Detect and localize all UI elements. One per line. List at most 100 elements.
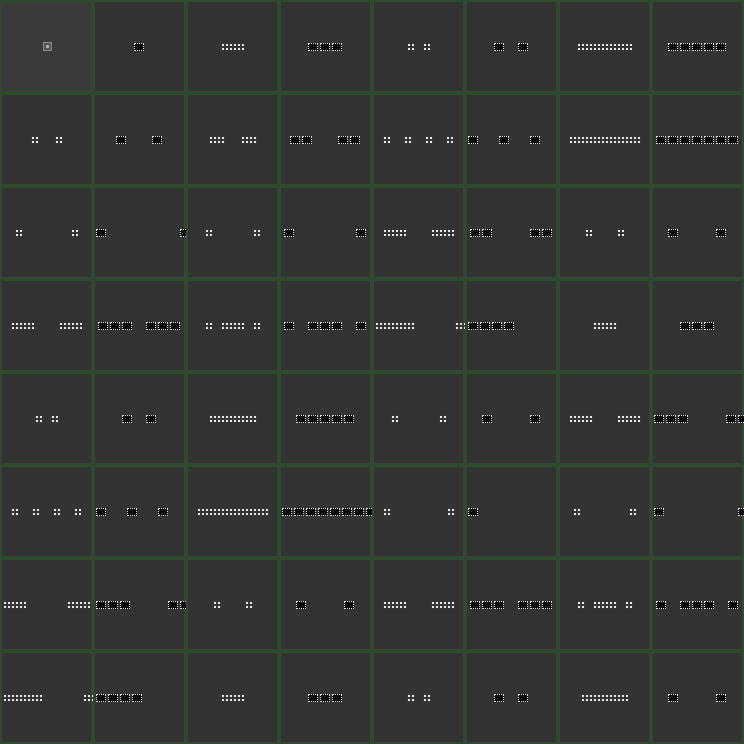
board-tile[interactable] xyxy=(0,651,123,744)
tile-pattern xyxy=(560,693,649,703)
board-tile[interactable] xyxy=(558,0,651,93)
board-tile[interactable] xyxy=(93,93,186,186)
tile-pattern xyxy=(95,414,184,424)
light-clue-cell xyxy=(584,414,593,423)
board-tile[interactable] xyxy=(186,372,279,465)
board-tile[interactable] xyxy=(186,558,279,651)
board-tile[interactable] xyxy=(0,186,93,279)
board-tile[interactable] xyxy=(465,651,558,744)
board-tile[interactable] xyxy=(651,93,744,186)
board-tile[interactable] xyxy=(93,279,186,372)
light-clue-cell xyxy=(422,693,431,702)
dark-clue-cell xyxy=(468,507,478,516)
dark-clue-cell xyxy=(337,135,348,144)
board-tile[interactable] xyxy=(0,279,93,372)
board-tile[interactable] xyxy=(651,558,744,651)
board-tile[interactable] xyxy=(0,465,93,558)
board-tile[interactable] xyxy=(93,186,190,279)
board-tile[interactable] xyxy=(465,372,558,465)
board-tile[interactable] xyxy=(465,279,610,372)
board-tile[interactable] xyxy=(186,186,279,279)
board-tile[interactable] xyxy=(465,0,558,93)
board-tile[interactable] xyxy=(279,465,388,558)
tile-pattern xyxy=(560,507,649,517)
board-tile[interactable] xyxy=(93,465,200,558)
board-tile[interactable] xyxy=(651,465,744,558)
board-tile[interactable] xyxy=(372,186,465,279)
dark-clue-cell xyxy=(307,414,318,423)
board-tile[interactable] xyxy=(186,651,279,744)
light-clue-cell xyxy=(196,507,205,516)
dark-clue-cell xyxy=(691,135,702,144)
board-tile[interactable] xyxy=(279,558,372,651)
board-tile[interactable] xyxy=(0,558,93,651)
tile-pattern xyxy=(95,693,238,703)
board-tile[interactable] xyxy=(651,279,744,372)
dark-clue-cell xyxy=(715,135,726,144)
board-tile[interactable] xyxy=(558,186,651,279)
board-tile[interactable] xyxy=(558,93,651,186)
board-tile[interactable] xyxy=(651,372,744,465)
light-clue-cell xyxy=(52,507,61,516)
board-tile[interactable] xyxy=(372,0,465,93)
board-tile[interactable] xyxy=(0,0,93,93)
light-clue-cell xyxy=(58,321,67,330)
board-tile[interactable] xyxy=(279,93,372,186)
board-tile[interactable] xyxy=(372,279,495,372)
board-tile[interactable] xyxy=(93,0,186,93)
dark-clue-cell xyxy=(481,600,492,609)
light-clue-cell xyxy=(382,507,391,516)
board-tile[interactable] xyxy=(651,186,744,279)
light-clue-cell xyxy=(604,693,613,702)
board-tile[interactable] xyxy=(279,186,372,279)
board-tile[interactable] xyxy=(651,0,744,93)
dark-clue-cell xyxy=(529,414,540,423)
light-clue-cell xyxy=(568,414,577,423)
light-clue-cell xyxy=(616,135,625,144)
board-tile[interactable] xyxy=(279,0,372,93)
board-tile[interactable] xyxy=(93,651,238,744)
dark-clue-cell xyxy=(679,321,690,330)
board-tile[interactable] xyxy=(558,372,651,465)
board-tile[interactable] xyxy=(465,558,558,651)
board-tile[interactable] xyxy=(279,372,372,465)
board-tile[interactable] xyxy=(93,558,202,651)
board-tile[interactable] xyxy=(279,279,372,372)
board-tile[interactable] xyxy=(186,93,279,186)
board-tile[interactable] xyxy=(558,465,651,558)
tile-pattern xyxy=(2,414,91,424)
board-tile[interactable] xyxy=(93,372,186,465)
light-clue-cell xyxy=(390,600,399,609)
board-tile[interactable] xyxy=(279,651,372,744)
board-tile[interactable] xyxy=(0,93,93,186)
board-tile[interactable] xyxy=(558,558,651,651)
board-tile[interactable] xyxy=(465,93,572,186)
light-clue-cell xyxy=(576,414,585,423)
board-tile[interactable] xyxy=(186,0,279,93)
board-tile[interactable] xyxy=(372,651,465,744)
board-tile[interactable] xyxy=(558,279,651,372)
board-tile[interactable] xyxy=(372,465,465,558)
tile-pattern xyxy=(560,228,649,238)
light-clue-cell xyxy=(236,693,245,702)
dark-clue-cell xyxy=(715,42,726,51)
board-tile[interactable] xyxy=(651,651,744,744)
light-clue-cell xyxy=(616,42,625,51)
board-tile[interactable] xyxy=(186,465,279,558)
board-tile[interactable] xyxy=(372,93,465,186)
light-clue-cell xyxy=(236,321,245,330)
board-tile[interactable] xyxy=(465,186,558,279)
tile-pattern xyxy=(374,42,463,52)
board-tile[interactable] xyxy=(465,465,574,558)
tile-pattern xyxy=(374,135,463,145)
light-clue-cell xyxy=(588,693,597,702)
board-tile[interactable] xyxy=(0,372,93,465)
board-tile[interactable] xyxy=(372,372,465,465)
board-tile[interactable] xyxy=(558,651,651,744)
light-clue-cell xyxy=(424,135,433,144)
board-tile[interactable] xyxy=(186,279,279,372)
light-clue-cell xyxy=(608,600,617,609)
board-tile[interactable] xyxy=(372,558,465,651)
dark-clue-cell xyxy=(330,507,340,516)
dark-clue-cell xyxy=(151,135,162,144)
